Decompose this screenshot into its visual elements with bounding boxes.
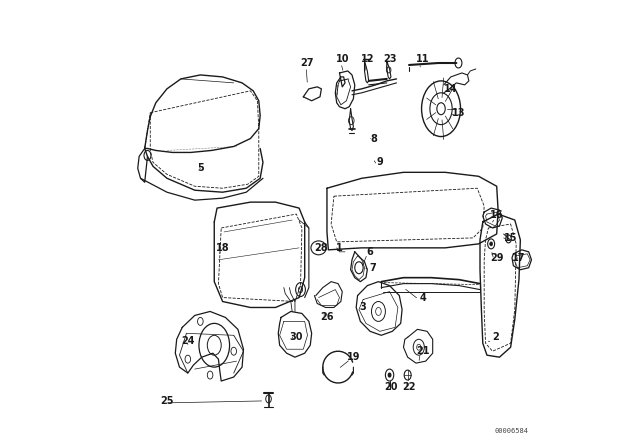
Text: 19: 19 [347,352,360,362]
Text: 28: 28 [315,243,328,253]
Text: 10: 10 [335,54,349,64]
Text: 3: 3 [360,302,367,312]
Text: 13: 13 [452,108,466,118]
Text: 27: 27 [301,58,314,68]
Text: 18: 18 [216,243,229,253]
Text: 14: 14 [444,84,458,94]
Ellipse shape [376,307,381,315]
Text: 8: 8 [371,134,378,143]
Text: 21: 21 [416,346,429,356]
Text: 22: 22 [403,382,416,392]
Text: 15: 15 [504,233,517,243]
Text: 23: 23 [383,54,396,64]
Text: 29: 29 [490,253,504,263]
Text: 5: 5 [197,164,204,173]
Text: 20: 20 [384,382,397,392]
Text: 26: 26 [320,312,333,323]
Text: 2: 2 [492,332,499,342]
Text: 6: 6 [367,247,374,257]
Text: 25: 25 [160,396,173,406]
Text: 11: 11 [416,54,429,64]
Ellipse shape [388,373,391,377]
Ellipse shape [437,103,445,115]
Text: 16: 16 [490,210,504,220]
Ellipse shape [144,151,151,160]
Text: 9: 9 [376,157,383,168]
Text: 24: 24 [181,336,195,346]
Text: 7: 7 [369,263,376,273]
Text: 12: 12 [360,54,374,64]
Text: 30: 30 [289,332,303,342]
Text: 4: 4 [420,293,426,302]
Text: 00006584: 00006584 [494,428,529,434]
Ellipse shape [490,242,493,246]
Text: 17: 17 [512,253,525,263]
Text: 1: 1 [336,243,343,253]
